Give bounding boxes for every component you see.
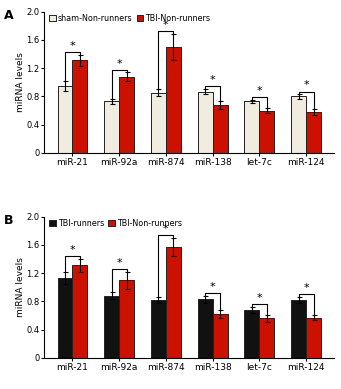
Bar	[260, 318, 274, 358]
Text: B: B	[4, 214, 13, 227]
Text: *: *	[116, 59, 122, 68]
Bar	[104, 102, 119, 153]
Bar	[213, 105, 227, 153]
Bar	[244, 102, 260, 153]
Text: *: *	[70, 41, 75, 51]
Text: *: *	[303, 283, 309, 293]
Bar	[166, 47, 181, 153]
Bar	[306, 112, 321, 153]
Bar	[213, 314, 227, 358]
Bar	[291, 300, 306, 358]
Text: *: *	[210, 75, 216, 85]
Text: *: *	[70, 245, 75, 255]
Bar	[198, 91, 213, 153]
Text: *: *	[303, 81, 309, 91]
Bar	[166, 247, 181, 358]
Bar	[72, 60, 87, 153]
Bar	[291, 96, 306, 153]
Bar	[260, 110, 274, 153]
Bar	[119, 77, 134, 153]
Legend: sham-Non-runners, TBI-Non-runners: sham-Non-runners, TBI-Non-runners	[48, 13, 211, 23]
Bar	[151, 300, 166, 358]
Bar	[72, 265, 87, 358]
Bar	[198, 299, 213, 358]
Y-axis label: miRNA levels: miRNA levels	[16, 257, 25, 317]
Legend: TBI-runners, TBI-Non-runners: TBI-runners, TBI-Non-runners	[48, 218, 183, 228]
Bar	[58, 278, 72, 358]
Text: *: *	[210, 282, 216, 292]
Bar	[104, 296, 119, 358]
Bar	[119, 280, 134, 358]
Text: *: *	[163, 224, 169, 234]
Text: *: *	[256, 86, 262, 96]
Text: *: *	[256, 293, 262, 303]
Bar	[151, 93, 166, 153]
Bar	[244, 310, 260, 358]
Text: *: *	[116, 258, 122, 268]
Bar	[58, 86, 72, 153]
Text: *: *	[163, 20, 169, 30]
Text: A: A	[4, 9, 13, 22]
Bar	[306, 317, 321, 358]
Y-axis label: miRNA levels: miRNA levels	[16, 53, 25, 112]
